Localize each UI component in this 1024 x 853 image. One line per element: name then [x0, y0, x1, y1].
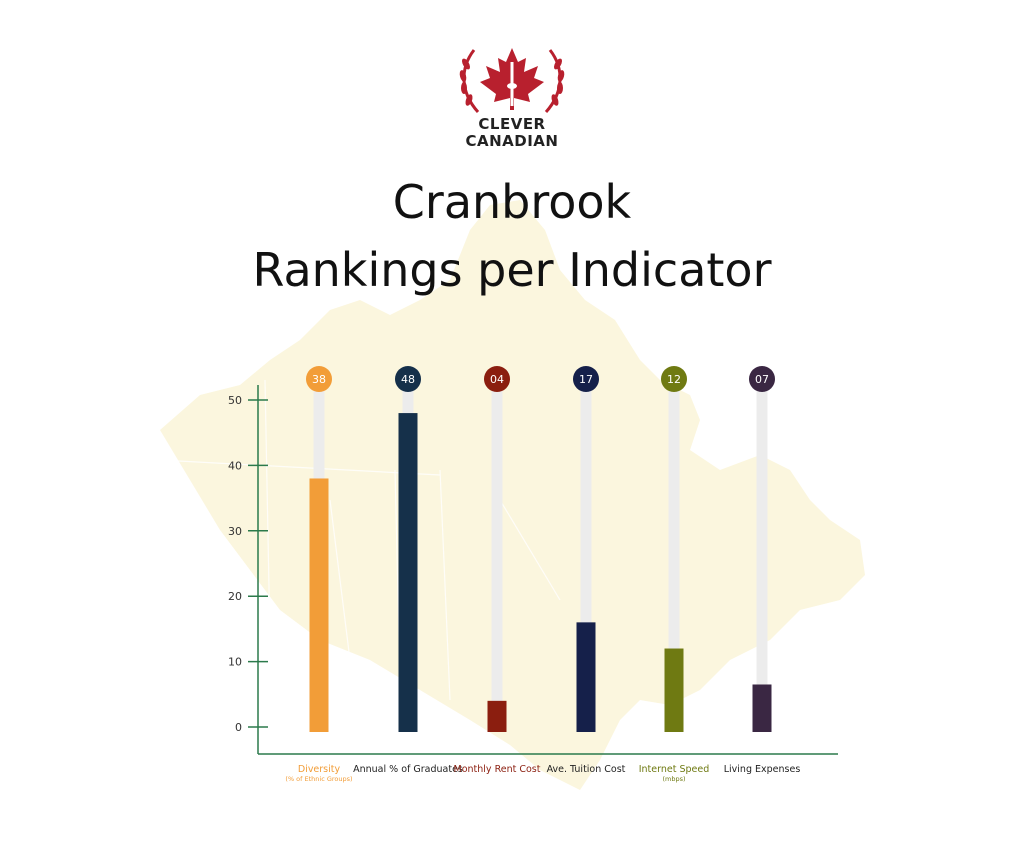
- value-badge: [573, 366, 599, 392]
- category-name: Internet Speed: [638, 764, 710, 775]
- category-name: Ave. Tuition Cost: [546, 764, 626, 775]
- bar: [309, 478, 329, 732]
- category-name: Living Expenses: [723, 764, 801, 775]
- value-label: 07: [755, 373, 769, 386]
- category-label: Living Expenses: [707, 764, 817, 775]
- value-badge: [306, 366, 332, 392]
- bar: [487, 700, 507, 732]
- category-label: Annual % of Graduates: [353, 764, 463, 775]
- value-label: 48: [401, 373, 415, 386]
- category-name: Diversity: [297, 764, 341, 775]
- bar-track: [756, 379, 768, 732]
- bar: [398, 413, 418, 732]
- y-tick-label: 0: [235, 721, 242, 734]
- clever-canadian-logo: CLEVER CANADIAN: [452, 40, 572, 152]
- logo-text-clever: CLEVER: [478, 115, 546, 133]
- value-badge: [661, 366, 687, 392]
- y-tick-label: 30: [228, 525, 242, 538]
- value-label: 04: [490, 373, 504, 386]
- bar: [752, 684, 772, 732]
- y-tick-label: 10: [228, 656, 242, 669]
- y-tick-label: 20: [228, 590, 242, 603]
- category-subtitle: (mbps): [662, 775, 686, 783]
- bar: [576, 622, 596, 732]
- y-tick-label: 50: [228, 394, 242, 407]
- bar-track: [668, 379, 680, 732]
- maple-leaf-laurel-icon: [459, 48, 565, 114]
- page-title-city: Cranbrook: [392, 175, 632, 229]
- value-badge: [484, 366, 510, 392]
- value-badge: [395, 366, 421, 392]
- y-tick-label: 40: [228, 459, 242, 472]
- value-label: 17: [579, 373, 593, 386]
- value-badge: [749, 366, 775, 392]
- value-label: 38: [312, 373, 326, 386]
- logo-text-canadian: CANADIAN: [465, 132, 559, 150]
- category-name: Monthly Rent Cost: [453, 764, 541, 775]
- bar: [664, 648, 684, 732]
- page-title-subtitle: Rankings per Indicator: [252, 243, 772, 297]
- category-subtitle: (% of Ethnic Groups): [285, 775, 353, 783]
- category-label: Ave. Tuition Cost: [531, 764, 641, 775]
- category-label: Internet Speed (mbps): [619, 764, 729, 783]
- category-label: Monthly Rent Cost: [442, 764, 552, 775]
- category-label: Diversity (% of Ethnic Groups): [264, 764, 374, 783]
- bar-track: [491, 379, 503, 732]
- value-label: 12: [667, 373, 681, 386]
- category-name: Annual % of Graduates: [353, 764, 463, 775]
